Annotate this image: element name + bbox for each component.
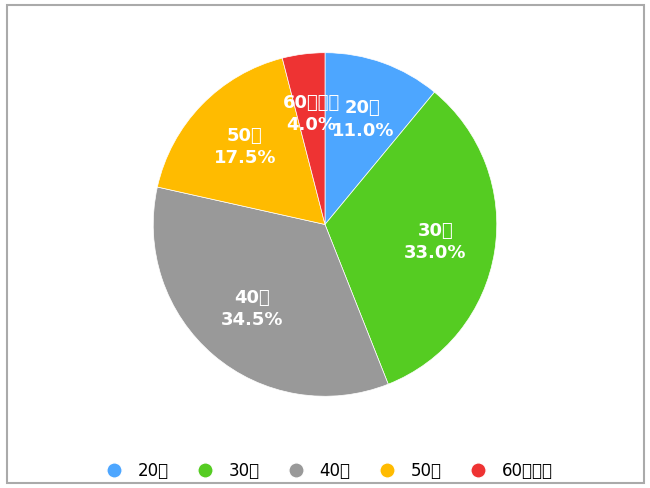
Text: 20代
11.0%: 20代 11.0% [332, 100, 394, 140]
Text: 40代
34.5%: 40代 34.5% [221, 289, 284, 329]
Legend: 20代, 30代, 40代, 50代, 60代以上: 20代, 30代, 40代, 50代, 60代以上 [91, 455, 559, 487]
Wedge shape [325, 53, 434, 224]
Wedge shape [325, 92, 497, 384]
Wedge shape [157, 58, 325, 224]
Text: 30代
33.0%: 30代 33.0% [404, 222, 467, 262]
Text: 60代以上
4.0%: 60代以上 4.0% [282, 94, 340, 134]
Wedge shape [282, 53, 325, 224]
Wedge shape [153, 187, 388, 396]
Text: 50代
17.5%: 50代 17.5% [214, 127, 276, 167]
